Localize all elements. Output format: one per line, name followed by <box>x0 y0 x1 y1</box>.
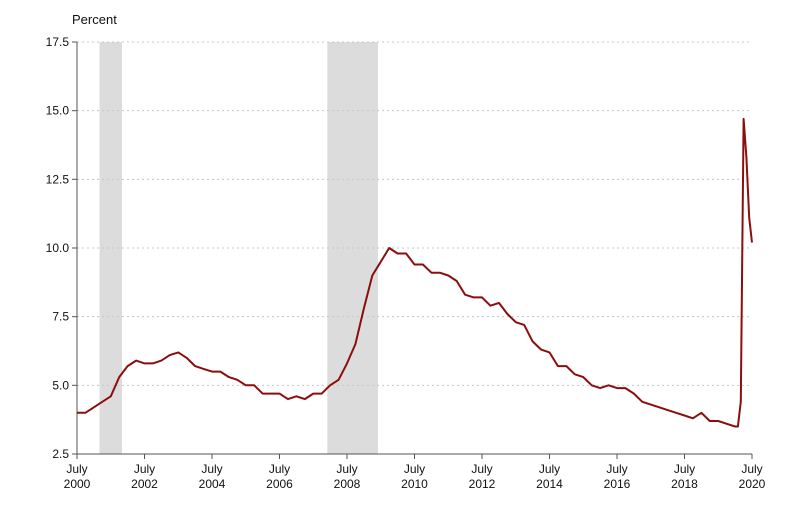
x-tick-label-year: 2020 <box>739 477 766 491</box>
x-tick-label-year: 2010 <box>401 477 428 491</box>
x-tick-label-year: 2014 <box>536 477 563 491</box>
recession-band-1 <box>99 42 122 454</box>
x-tick-label: July <box>471 462 492 476</box>
x-tick-label: July <box>539 462 560 476</box>
y-tick-label: 10.0 <box>46 241 70 255</box>
x-tick-label-year: 2004 <box>199 477 226 491</box>
x-tick-label: July <box>66 462 87 476</box>
y-tick-label: 17.5 <box>46 35 70 49</box>
y-tick-label: 5.0 <box>52 378 69 392</box>
x-tick-label-year: 2018 <box>671 477 698 491</box>
y-axis: 2.5 5.0 7.5 10.0 12.5 15.0 17.5 <box>46 35 78 461</box>
x-tick-label-year: 2008 <box>334 477 361 491</box>
x-axis: July2000July2002July2004July2006July2008… <box>64 453 766 491</box>
x-tick-label-year: 2006 <box>266 477 293 491</box>
x-tick-label: July <box>134 462 155 476</box>
y-tick-label: 15.0 <box>46 104 70 118</box>
x-tick-label-year: 2016 <box>604 477 631 491</box>
x-tick-label-year: 2000 <box>64 477 91 491</box>
x-tick-label: July <box>606 462 627 476</box>
y-tick-label: 12.5 <box>46 172 70 186</box>
series-layer <box>77 117 753 428</box>
x-tick-label: July <box>404 462 425 476</box>
x-tick-label: July <box>336 462 357 476</box>
grid-lines <box>77 41 752 386</box>
x-tick-label-year: 2002 <box>131 477 158 491</box>
y-tick-label: 7.5 <box>52 310 69 324</box>
x-tick-label: July <box>269 462 290 476</box>
x-tick-label: July <box>201 462 222 476</box>
series-line-1 <box>77 117 753 428</box>
x-tick-label: July <box>674 462 695 476</box>
x-tick-label: July <box>741 462 762 476</box>
y-axis-title: Percent <box>72 12 117 27</box>
y-tick-label: 2.5 <box>52 447 69 461</box>
x-tick-label-year: 2012 <box>469 477 496 491</box>
